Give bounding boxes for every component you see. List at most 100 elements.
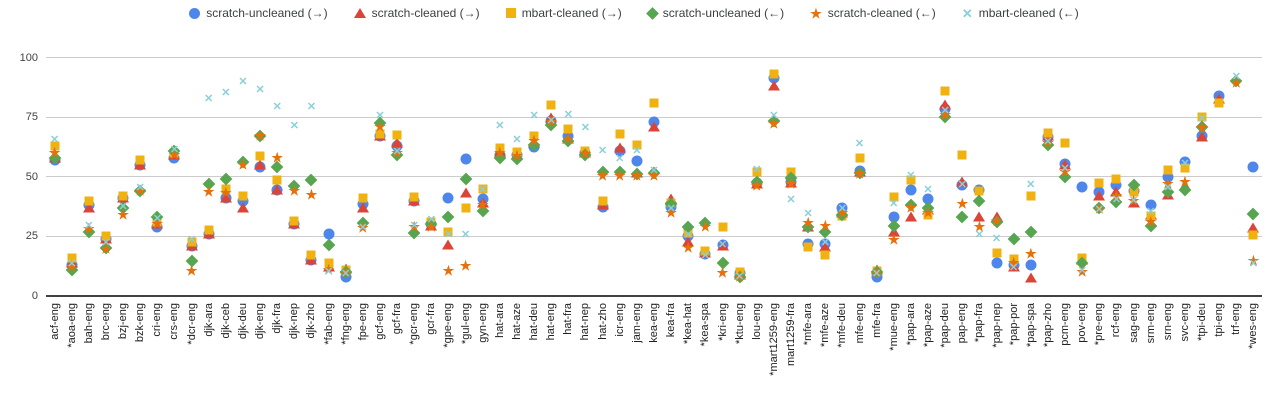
data-point: ✕ [443,229,454,242]
data-point [700,246,710,256]
data-point: ✕ [1248,258,1259,271]
x-axis-tick-label: brc-eng [99,303,112,341]
data-point: ★ [1247,253,1260,269]
data-point: ✕ [306,100,317,113]
data-point: ✕ [889,198,899,211]
data-point [940,86,950,96]
data-point [219,192,232,203]
data-point [322,238,335,252]
x-axis-tick-label: bzk-eng [134,303,147,343]
x-axis-tick-label: trf-eng [1230,303,1243,335]
triangle-icon [353,8,366,18]
data-point [546,100,556,110]
x-axis-tick-label: *gpe-eng [442,303,455,348]
gridline [46,57,1262,58]
x-axis-tick-label: djk-nep [288,303,301,340]
data-point: ✕ [478,184,488,197]
data-point: ✕ [512,134,522,147]
data-point [442,192,454,204]
x-axis-line [46,295,1262,297]
data-point: ✕ [341,267,351,280]
data-point [1248,230,1258,240]
data-point: ★ [374,118,386,134]
data-point [459,172,472,186]
x-axis-tick-label: gcf-fra [391,303,404,335]
data-point: ★ [922,204,934,220]
star-icon: ★ [810,5,822,21]
x-axis-tick-label: djk-fra [271,303,284,334]
data-point: ★ [699,219,712,235]
data-point: ✕ [238,75,248,88]
legend-item-0: scratch-uncleaned (→) [189,6,328,20]
x-axis-tick-label: mfe-fra [870,303,883,338]
data-point: ★ [391,145,403,161]
data-point: ✕ [1009,261,1019,274]
data-point: ★ [1076,264,1088,280]
data-point: ✕ [1026,179,1036,192]
data-point: ✕ [598,144,608,157]
data-point [1129,187,1139,197]
data-point: ★ [939,106,951,122]
chart-legend: scratch-uncleaned (→) scratch-cleaned (→)… [0,6,1268,20]
x-axis-tick-label: djk-ceb [219,303,232,339]
data-point: ★ [648,167,660,183]
data-point: ★ [613,167,626,183]
data-point: ✕ [769,110,779,123]
data-point [82,202,95,213]
data-point [529,131,539,141]
x-axis-tick-label: *mfe-aze [819,303,832,348]
data-point: ✕ [1197,112,1207,125]
data-point [356,202,369,213]
data-point [1163,165,1173,175]
data-point [271,184,284,195]
data-point [1146,211,1156,221]
data-point: ✕ [426,214,436,227]
data-point [512,147,522,157]
data-point: ✕ [803,208,813,221]
data-point: ★ [802,215,814,231]
data-point: ✕ [666,203,676,216]
data-point: ✕ [1231,71,1241,84]
data-point [1076,181,1088,193]
data-point: ★ [956,196,969,212]
data-point [84,196,94,206]
data-point: ★ [905,199,917,215]
legend-label: scratch-cleaned (←) [827,6,936,20]
legend-label: mbart-cleaned (←) [978,6,1079,20]
data-point [615,129,625,139]
data-point: ★ [887,232,900,248]
data-point [392,130,402,140]
data-point: ★ [1093,201,1106,217]
data-point: ★ [117,207,129,223]
x-axis-tick-label: svc-eng [1178,303,1191,342]
data-point: ✕ [717,239,728,252]
data-point: ✕ [786,193,796,206]
data-point [358,193,368,203]
x-axis-tick-label: *kri-eng [716,303,729,341]
data-point [922,193,934,205]
x-axis-tick-label: *tpi-deu [1196,303,1209,341]
data-point: ★ [733,269,746,285]
data-point [974,186,984,196]
x-axis-tick-label: icr-eng [613,303,626,337]
data-point [1094,178,1104,188]
data-point: ✕ [1094,204,1104,217]
x-axis-tick-label: *kea-hat [682,303,695,344]
data-point: ★ [357,220,369,236]
data-point: ✕ [735,271,745,284]
data-point: ✕ [135,181,145,194]
data-point: ★ [836,204,849,220]
data-point: ★ [545,114,558,130]
data-point: ★ [1110,188,1123,204]
y-axis-tick-label: 75 [25,111,38,124]
data-point [631,155,643,167]
data-point [956,176,969,187]
data-point: ✕ [118,200,128,213]
data-point [904,211,917,222]
data-point: ★ [82,221,95,237]
data-point: ★ [528,133,540,149]
data-point: ✕ [392,146,402,159]
data-point: ✕ [323,266,334,279]
data-point [563,124,573,134]
